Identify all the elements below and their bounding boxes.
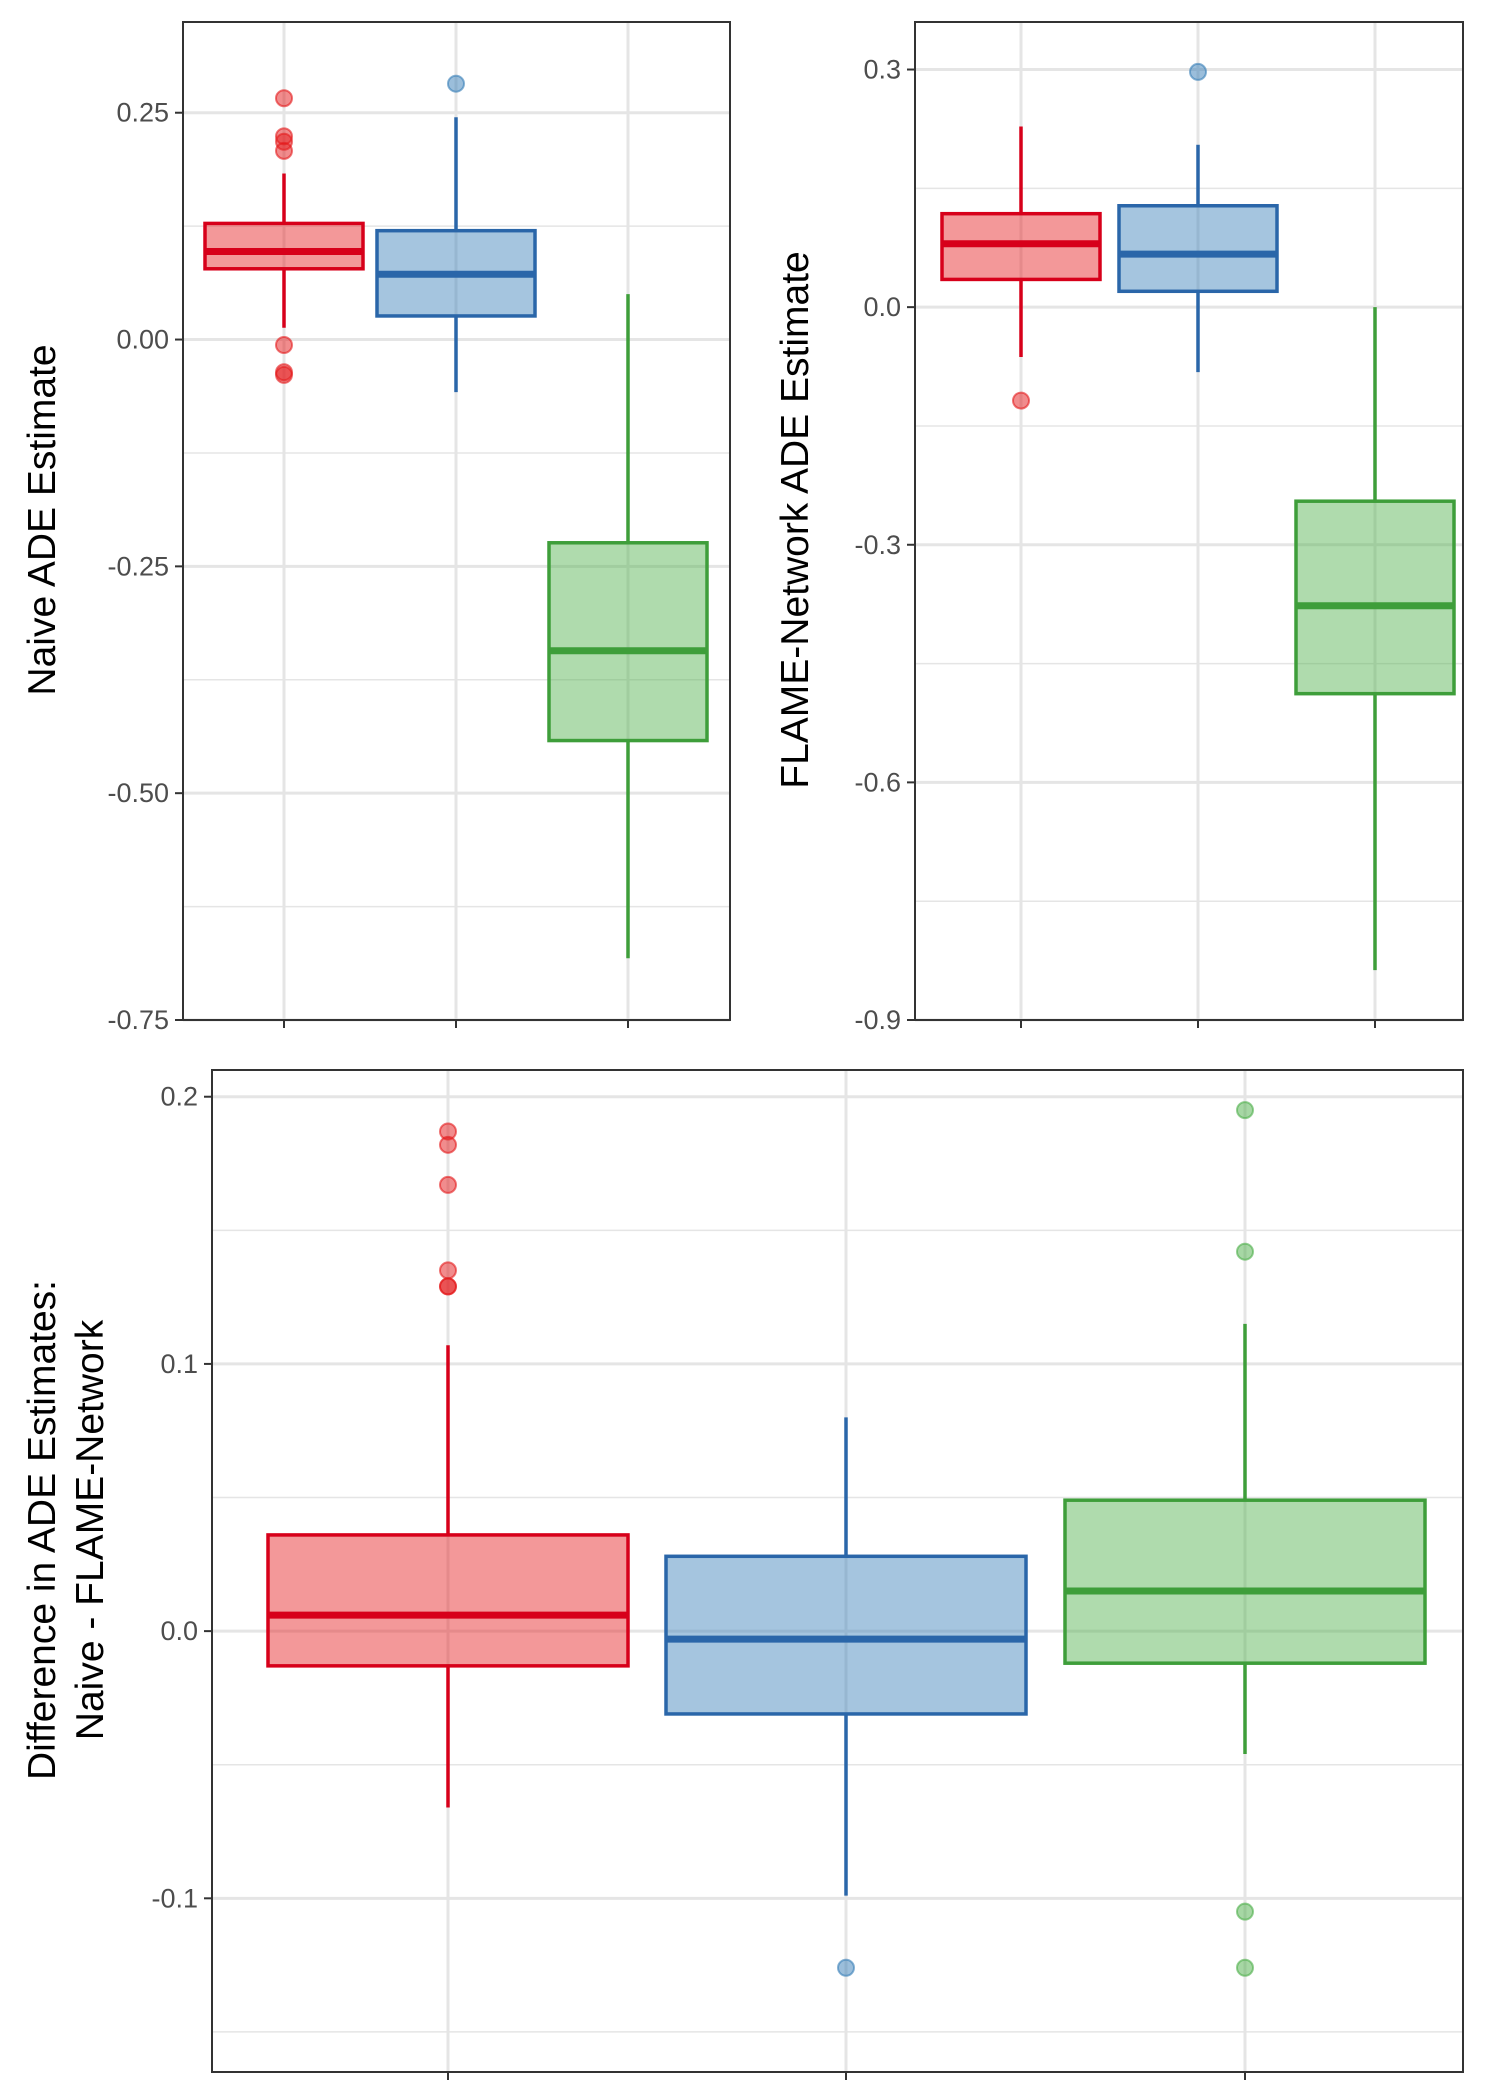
flame-outlier-red-0 bbox=[1012, 391, 1030, 410]
naive-outlier-blue-0 bbox=[447, 74, 465, 93]
flame-y-tick-label-0: -0.9 bbox=[854, 1005, 901, 1035]
naive-outlier-red-4 bbox=[275, 335, 293, 354]
flame-box-group-green bbox=[1294, 307, 1456, 971]
difference-box-red bbox=[266, 1533, 630, 1668]
naive-y-tick-label-3: 0.00 bbox=[116, 325, 169, 355]
naive-box-group-blue bbox=[375, 74, 537, 393]
naive-outlier-red-0 bbox=[275, 89, 293, 108]
flame-y-tick-label-3: 0.0 bbox=[863, 292, 901, 322]
difference-outlier-red-2 bbox=[439, 1175, 457, 1194]
difference-box-group-blue bbox=[664, 1417, 1028, 1977]
naive-y-axis-title: Naive ADE Estimate bbox=[21, 344, 64, 695]
flame-y-tick-label-4: 0.3 bbox=[863, 55, 901, 85]
naive-box-group-green bbox=[547, 294, 709, 959]
difference-outlier-green-1 bbox=[1236, 1242, 1254, 1261]
flame-y-tick-label-1: -0.6 bbox=[854, 767, 901, 797]
naive-y-tick-label-4: 0.25 bbox=[116, 98, 169, 128]
difference-box-group-green bbox=[1063, 1101, 1427, 1977]
naive-outlier-red-3 bbox=[275, 141, 293, 160]
difference-box-group-red bbox=[266, 1122, 630, 1808]
difference-y-tick-label-3: 0.2 bbox=[160, 1082, 198, 1112]
difference-outlier-green-0 bbox=[1236, 1101, 1254, 1120]
naive-y-tick-label-0: -0.75 bbox=[107, 1005, 169, 1035]
difference-outlier-red-3 bbox=[439, 1261, 457, 1280]
difference-outlier-green-3 bbox=[1236, 1958, 1254, 1977]
difference-y-axis-title-line1: Difference in ADE Estimates: bbox=[21, 1280, 64, 1780]
flame-y-axis-title: FLAME-Network ADE Estimate bbox=[774, 251, 817, 788]
flame-box-group-blue bbox=[1117, 62, 1279, 373]
difference-y-tick-label-2: 0.1 bbox=[160, 1349, 198, 1379]
naive-y-tick-label-2: -0.25 bbox=[107, 551, 169, 581]
difference-y-tick-label-0: -0.1 bbox=[151, 1883, 198, 1913]
flame-panel-border bbox=[914, 21, 1464, 1021]
naive-outlier-red-6 bbox=[275, 365, 293, 384]
difference-outlier-red-1 bbox=[439, 1135, 457, 1154]
flame-ade-panel: -0.9 -0.6 -0.3 0.0 0.3 FLAME-Network ADE Est… bbox=[774, 21, 1464, 1035]
difference-outlier-green-2 bbox=[1236, 1902, 1254, 1921]
difference-y-tick-label-1: 0.0 bbox=[160, 1616, 198, 1646]
difference-ade-panel: -0.1 0.0 0.1 0.2 Difference in ADE Estimate… bbox=[21, 1069, 1464, 2080]
naive-box-green bbox=[547, 541, 709, 743]
naive-box-red bbox=[203, 221, 365, 271]
difference-outlier-red-5 bbox=[439, 1277, 457, 1296]
naive-box-group-red bbox=[203, 89, 365, 384]
difference-y-axis-title-line2: Naive - FLAME-Network bbox=[69, 1319, 112, 1740]
naive-y-tick-label-1: -0.50 bbox=[107, 778, 169, 808]
difference-panel-border bbox=[211, 1069, 1464, 2073]
flame-box-green bbox=[1294, 499, 1456, 696]
flame-y-tick-label-2: -0.3 bbox=[854, 530, 901, 560]
flame-box-group-red bbox=[940, 126, 1102, 410]
naive-ade-panel: -0.75 -0.50 -0.25 0.00 0.25 Naive ADE Estima… bbox=[21, 21, 731, 1035]
flame-box-blue bbox=[1117, 204, 1279, 294]
difference-outlier-blue-0 bbox=[837, 1958, 855, 1977]
flame-outlier-blue-0 bbox=[1189, 62, 1207, 81]
difference-box-blue bbox=[664, 1554, 1028, 1716]
difference-box-green bbox=[1063, 1498, 1427, 1665]
